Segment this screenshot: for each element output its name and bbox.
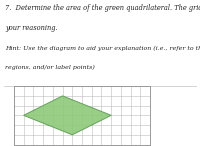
Text: Hint: Use the diagram to aid your explanation (i.e., refer to the diagram, draw : Hint: Use the diagram to aid your explan… bbox=[5, 46, 200, 51]
Text: your reasoning.: your reasoning. bbox=[5, 24, 58, 32]
Polygon shape bbox=[24, 96, 111, 135]
Text: regions, and/or label points): regions, and/or label points) bbox=[5, 64, 95, 70]
Text: 7.  Determine the area of the green quadrilateral. The grid lines are 1 unit apa: 7. Determine the area of the green quadr… bbox=[5, 4, 200, 12]
